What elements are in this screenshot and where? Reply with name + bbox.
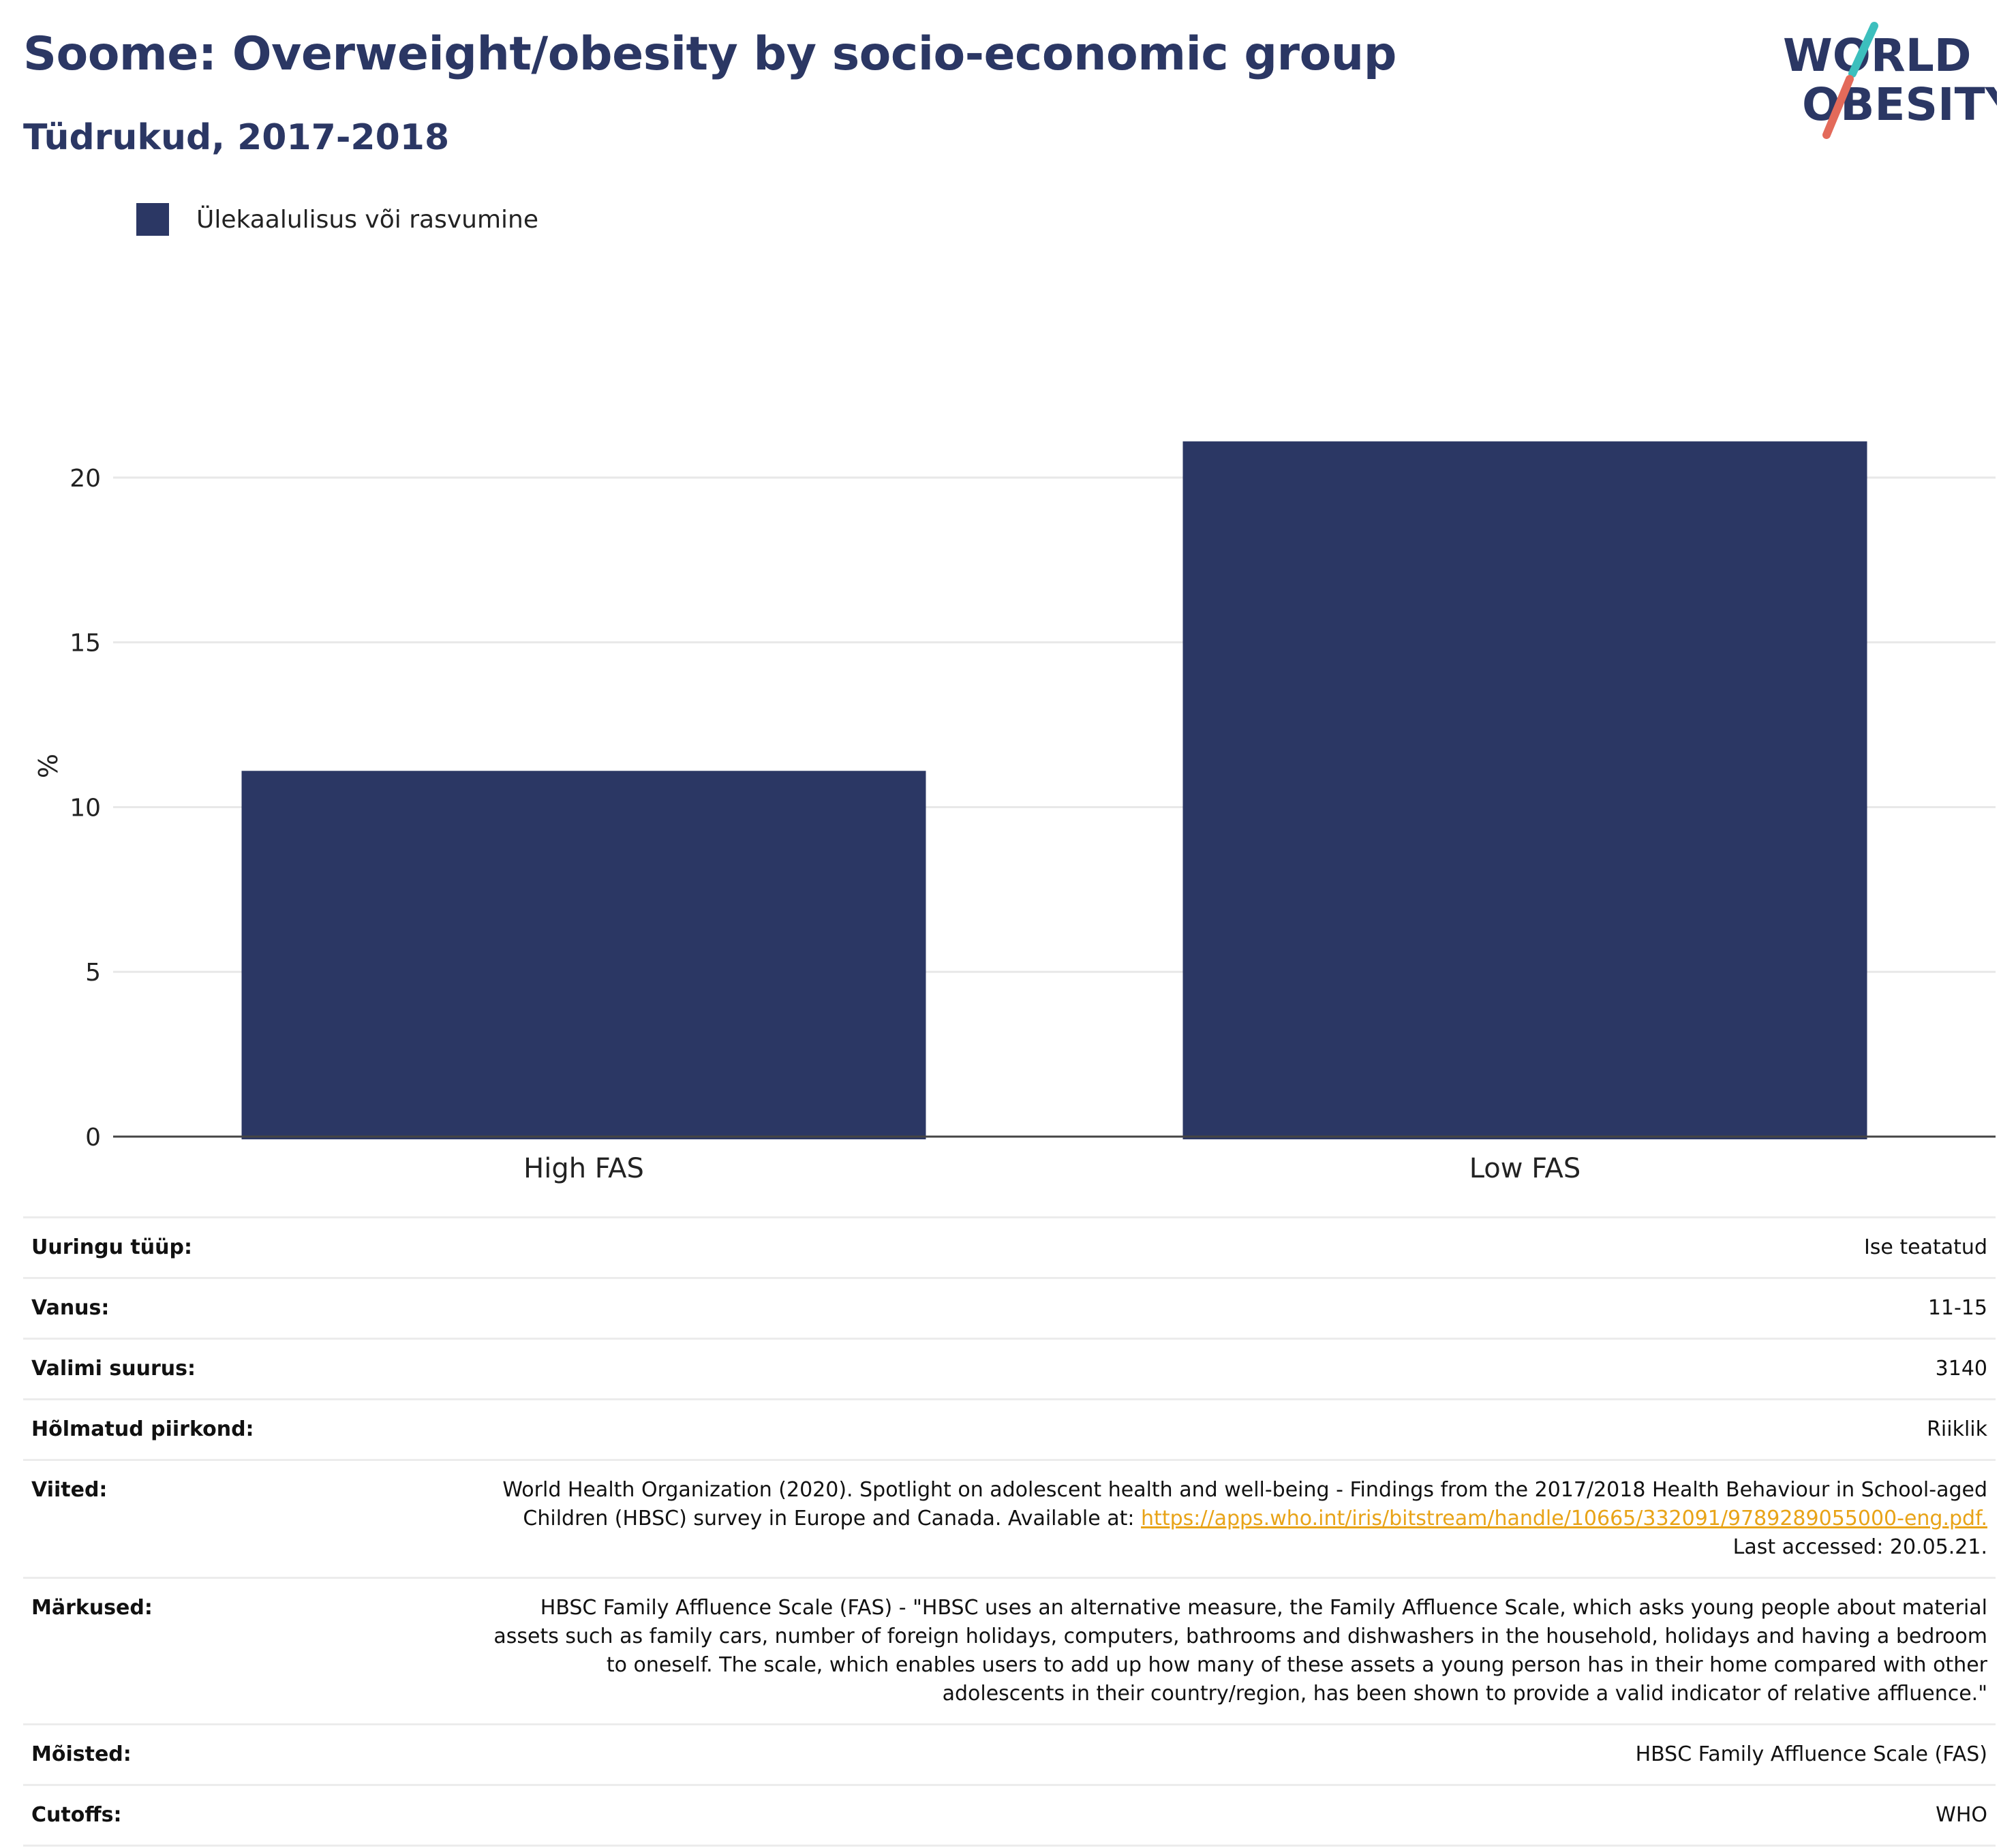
x-category-label: High FAS — [523, 1153, 644, 1184]
metadata-key: Viited: — [31, 1478, 108, 1502]
logo-line-1: WORLD — [1783, 29, 1972, 82]
reference-accessed: Last accessed: 20.05.21. — [1732, 1535, 1987, 1559]
metadata-row: Hõlmatud piirkond: Riiklik — [23, 1400, 1996, 1461]
metadata-value: WHO — [1936, 1803, 1987, 1827]
y-tick-label: 10 — [70, 794, 101, 822]
world-obesity-logo: WORLD OBESITY — [1783, 22, 1997, 139]
metadata-value: 11-15 — [1927, 1296, 1987, 1320]
metadata-value: World Health Organization (2020). Spotli… — [488, 1476, 1987, 1562]
metadata-row: Cutoffs: WHO — [23, 1786, 1996, 1847]
logo-slash-top — [1848, 22, 1878, 78]
metadata-value: Ise teatatud — [1863, 1235, 1987, 1259]
metadata-row: Viited: World Health Organization (2020).… — [23, 1461, 1996, 1579]
metadata-key: Vanus: — [31, 1296, 110, 1320]
reference-text: World Health Organization (2020). Spotli… — [502, 1478, 1987, 1530]
legend: Ülekaalulisus või rasvumine — [136, 202, 538, 237]
y-tick-label: 15 — [70, 630, 101, 658]
legend-swatch — [136, 203, 169, 236]
metadata-row: Vanus: 11-15 — [23, 1279, 1996, 1340]
x-category-label: Low FAS — [1469, 1153, 1581, 1184]
reference-link[interactable]: https://apps.who.int/iris/bitstream/hand… — [1141, 1507, 1987, 1530]
metadata-row: Valimi suurus: 3140 — [23, 1340, 1996, 1400]
metadata-key: Hõlmatud piirkond: — [31, 1417, 254, 1441]
metadata-key: Valimi suurus: — [31, 1357, 196, 1381]
metadata-value: 3140 — [1935, 1357, 1987, 1381]
metadata-table: Uuringu tüüp: Ise teatatud Vanus: 11-15 Vali… — [23, 1216, 1996, 1847]
y-tick-label: 20 — [70, 465, 101, 493]
y-tick-label: 0 — [85, 1124, 101, 1152]
y-axis-label: % — [33, 754, 63, 778]
metadata-row: Uuringu tüüp: Ise teatatud — [23, 1218, 1996, 1279]
y-tick-label: 5 — [85, 959, 101, 987]
legend-label: Ülekaalulisus või rasvumine — [196, 205, 538, 234]
bar-chart: 0 5 10 15 20 High FAS Low FAS% — [33, 441, 1996, 1184]
bar-low-fas — [1182, 441, 1867, 1139]
metadata-row: Märkused: HBSC Family Affluence Scale (FA… — [23, 1579, 1996, 1725]
metadata-key: Cutoffs: — [31, 1803, 122, 1827]
metadata-value: HBSC Family Affluence Scale (FAS) — [1635, 1742, 1987, 1766]
metadata-key: Mõisted: — [31, 1742, 132, 1766]
metadata-key: Uuringu tüüp: — [31, 1235, 192, 1259]
logo-slash-bottom — [1822, 75, 1854, 139]
metadata-row: Mõisted: HBSC Family Affluence Scale (FAS… — [23, 1725, 1996, 1786]
chart-subtitle: Tüdrukud, 2017-2018 — [23, 117, 450, 158]
metadata-value: Riiklik — [1927, 1417, 1987, 1441]
chart-title: Soome: Overweight/obesity by socio-econo… — [23, 27, 1396, 81]
metadata-value: HBSC Family Affluence Scale (FAS) - "HBS… — [493, 1596, 1987, 1706]
bar-high-fas — [241, 771, 926, 1139]
metadata-key: Märkused: — [31, 1596, 153, 1620]
